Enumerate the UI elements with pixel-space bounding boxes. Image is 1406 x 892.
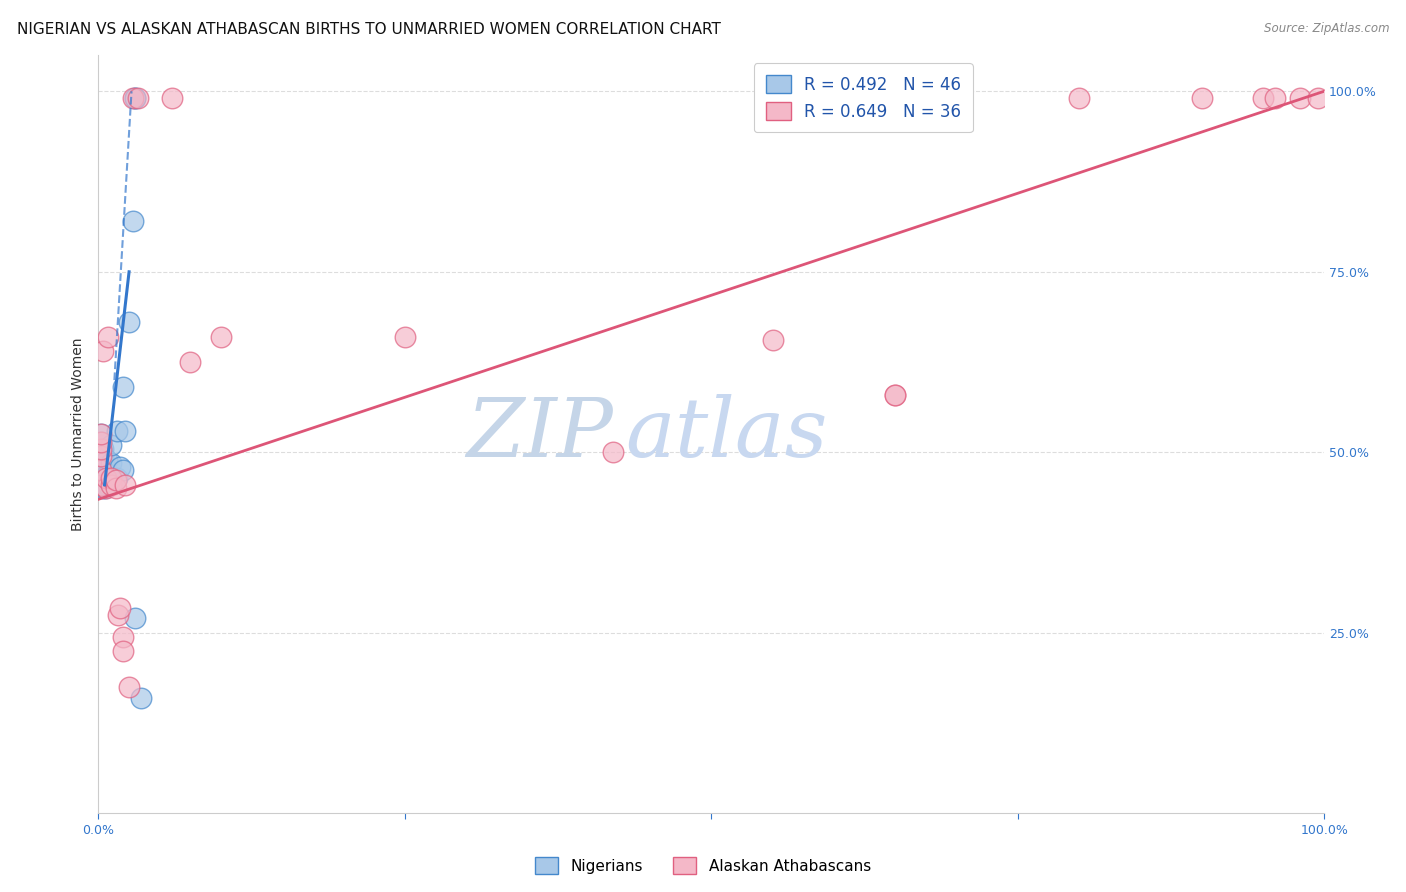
Point: [91, 463, 114, 477]
Point: [97, 467, 120, 481]
Point: [114, 424, 136, 438]
Point: [121, 214, 143, 228]
Point: [104, 473, 127, 487]
Point: [90, 442, 112, 456]
Point: [91, 445, 114, 459]
Point: [90, 434, 112, 449]
Point: [93, 467, 115, 481]
Point: [96, 467, 118, 481]
Point: [160, 91, 183, 105]
Point: [90, 442, 112, 456]
Point: [98, 475, 121, 489]
Point: [90, 449, 112, 463]
Point: [91, 459, 114, 474]
Point: [105, 424, 128, 438]
Text: atlas: atlas: [626, 394, 828, 475]
Point: [90, 434, 112, 449]
Point: [602, 445, 624, 459]
Point: [124, 611, 146, 625]
Legend: Nigerians, Alaskan Athabascans: Nigerians, Alaskan Athabascans: [529, 851, 877, 880]
Point: [94, 478, 117, 492]
Point: [91, 452, 114, 467]
Point: [91, 344, 114, 359]
Point: [91, 482, 114, 496]
Point: [762, 334, 785, 348]
Point: [90, 470, 112, 484]
Point: [114, 478, 136, 492]
Point: [124, 91, 146, 105]
Point: [91, 478, 114, 492]
Point: [131, 690, 153, 705]
Point: [91, 467, 114, 481]
Point: [94, 470, 117, 484]
Point: [90, 478, 112, 492]
Point: [94, 482, 117, 496]
Point: [90, 478, 112, 492]
Point: [100, 438, 122, 452]
Point: [91, 442, 114, 456]
Point: [93, 459, 115, 474]
Point: [100, 456, 122, 470]
Point: [1264, 91, 1286, 105]
Point: [107, 607, 129, 622]
Point: [90, 427, 112, 442]
Point: [110, 600, 132, 615]
Point: [97, 478, 120, 492]
Point: [90, 449, 112, 463]
Point: [1306, 91, 1329, 105]
Point: [884, 387, 907, 401]
Point: [101, 470, 124, 484]
Point: [1251, 91, 1274, 105]
Point: [90, 463, 112, 477]
Point: [91, 449, 114, 463]
Text: ZIP: ZIP: [467, 394, 613, 475]
Point: [884, 387, 907, 401]
Point: [96, 452, 118, 467]
Point: [100, 470, 122, 484]
Point: [127, 91, 149, 105]
Point: [111, 630, 134, 644]
Point: [90, 463, 112, 477]
Point: [110, 459, 132, 474]
Point: [90, 427, 112, 442]
Point: [394, 330, 416, 344]
Point: [1288, 91, 1310, 105]
Point: [91, 470, 114, 484]
Text: Source: ZipAtlas.com: Source: ZipAtlas.com: [1264, 22, 1389, 36]
Point: [111, 463, 134, 477]
Point: [111, 644, 134, 658]
Point: [90, 456, 112, 470]
Point: [111, 380, 134, 394]
Point: [97, 330, 120, 344]
Point: [209, 330, 232, 344]
Point: [124, 91, 146, 105]
Point: [104, 482, 127, 496]
Point: [1191, 91, 1213, 105]
Point: [1067, 91, 1090, 105]
Y-axis label: Births to Unmarried Women: Births to Unmarried Women: [72, 337, 86, 531]
Point: [179, 355, 201, 369]
Legend: R = 0.492   N = 46, R = 0.649   N = 36: R = 0.492 N = 46, R = 0.649 N = 36: [754, 63, 973, 133]
Point: [91, 456, 114, 470]
Point: [91, 475, 114, 489]
Point: [94, 470, 117, 484]
Point: [118, 680, 141, 694]
Point: [93, 475, 115, 489]
Point: [118, 315, 141, 329]
Text: NIGERIAN VS ALASKAN ATHABASCAN BIRTHS TO UNMARRIED WOMEN CORRELATION CHART: NIGERIAN VS ALASKAN ATHABASCAN BIRTHS TO…: [17, 22, 721, 37]
Point: [121, 91, 143, 105]
Point: [93, 482, 115, 496]
Point: [105, 470, 128, 484]
Point: [100, 478, 122, 492]
